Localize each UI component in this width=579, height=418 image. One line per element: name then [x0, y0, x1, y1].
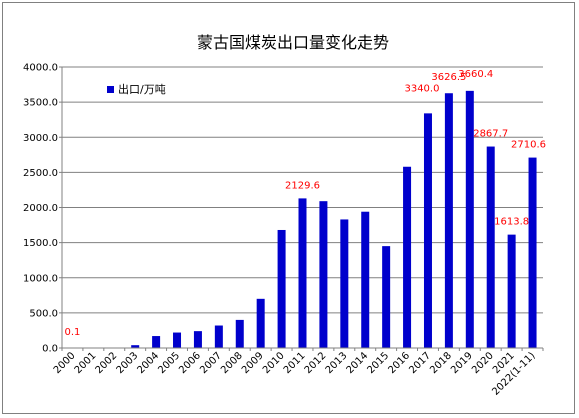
bar: [131, 345, 140, 348]
bar: [173, 332, 182, 348]
x-tick-label: 2018: [428, 350, 454, 376]
legend-swatch: [107, 86, 114, 93]
legend: 出口/万吨: [107, 82, 166, 96]
x-tick-label: 2006: [177, 350, 203, 376]
chart-title: 蒙古国煤炭出口量变化走势: [197, 33, 389, 52]
data-label: 1613.8: [494, 217, 529, 228]
y-tick-label: 3500.0: [23, 98, 58, 109]
x-tick-label: 2003: [115, 350, 141, 376]
bar: [486, 146, 495, 348]
x-tick-label: 2012: [303, 350, 329, 376]
x-tick-label: 2001: [73, 350, 99, 376]
bar: [277, 229, 286, 348]
y-tick-label: 1500.0: [23, 238, 58, 249]
x-tick-label: 2007: [198, 350, 224, 376]
data-label: 2867.7: [473, 129, 508, 140]
bar: [528, 157, 537, 348]
bar: [465, 90, 474, 348]
bar: [235, 319, 244, 348]
x-tick-label: 2011: [282, 350, 308, 376]
bar: [403, 166, 412, 348]
data-label: 2710.6: [511, 140, 546, 151]
y-tick-label: 0.0: [42, 344, 58, 355]
x-tick-label: 2009: [240, 350, 266, 376]
y-tick-label: 2000.0: [23, 203, 58, 214]
y-tick-label: 3000.0: [23, 133, 58, 144]
y-tick-label: 2500.0: [23, 168, 58, 179]
x-tick-label: 2020: [470, 350, 496, 376]
data-label: 0.1: [65, 327, 81, 338]
x-tick-label: 2008: [219, 350, 245, 376]
x-tick-label: 2013: [324, 350, 350, 376]
x-tick-label: 2004: [135, 350, 161, 376]
data-label: 3340.0: [404, 83, 439, 94]
x-tick-label: 2002: [94, 350, 120, 376]
chart: 蒙古国煤炭出口量变化走势 0.1 2129.6 3340.03626.53660.4…: [23, 33, 547, 398]
x-tick-label: 2014: [345, 350, 371, 376]
bar: [256, 298, 265, 348]
bar: [423, 113, 432, 349]
bar: [298, 198, 307, 348]
x-tick-label: 2005: [156, 350, 182, 376]
bar: [214, 325, 223, 348]
bar: [507, 234, 516, 348]
bar: [152, 336, 161, 348]
data-label: 3626.5: [431, 72, 466, 83]
data-label: 3660.4: [458, 69, 493, 80]
y-tick-label: 1000.0: [23, 273, 58, 284]
chart-frame: 蒙古国煤炭出口量变化走势 0.1 2129.6 3340.0 3626.5 3660.4…: [2, 2, 575, 414]
legend-label: 出口/万吨: [118, 82, 166, 96]
bar: [361, 211, 370, 348]
x-tick-label: 2016: [386, 350, 412, 376]
bar: [382, 246, 391, 348]
bar: [444, 93, 453, 348]
bar: [193, 331, 202, 348]
y-tick-label: 4000.0: [23, 63, 58, 74]
x-tick-label: 2017: [407, 350, 433, 376]
x-tick-label: 2010: [261, 350, 287, 376]
y-tick-label: 500.0: [29, 308, 58, 319]
bar: [340, 219, 349, 348]
bar-series: [68, 90, 537, 349]
x-tick-label: 2019: [449, 350, 475, 376]
data-label: 2129.6: [285, 180, 320, 191]
bar: [319, 201, 328, 348]
x-tick-label: 2015: [365, 350, 391, 376]
